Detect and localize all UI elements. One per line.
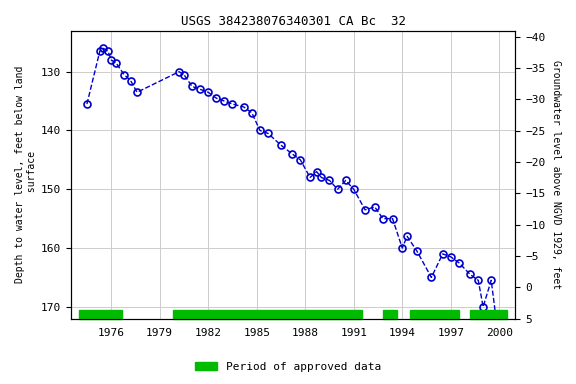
- Title: USGS 384238076340301 CA Bc  32: USGS 384238076340301 CA Bc 32: [181, 15, 406, 28]
- Bar: [410, 311, 459, 319]
- Bar: [79, 311, 123, 319]
- Y-axis label: Depth to water level, feet below land
 surface: Depth to water level, feet below land su…: [15, 66, 37, 283]
- Legend: Period of approved data: Period of approved data: [191, 358, 385, 377]
- Bar: [383, 311, 397, 319]
- Bar: [470, 311, 507, 319]
- Y-axis label: Groundwater level above NGVD 1929, feet: Groundwater level above NGVD 1929, feet: [551, 60, 561, 289]
- Bar: [173, 311, 362, 319]
